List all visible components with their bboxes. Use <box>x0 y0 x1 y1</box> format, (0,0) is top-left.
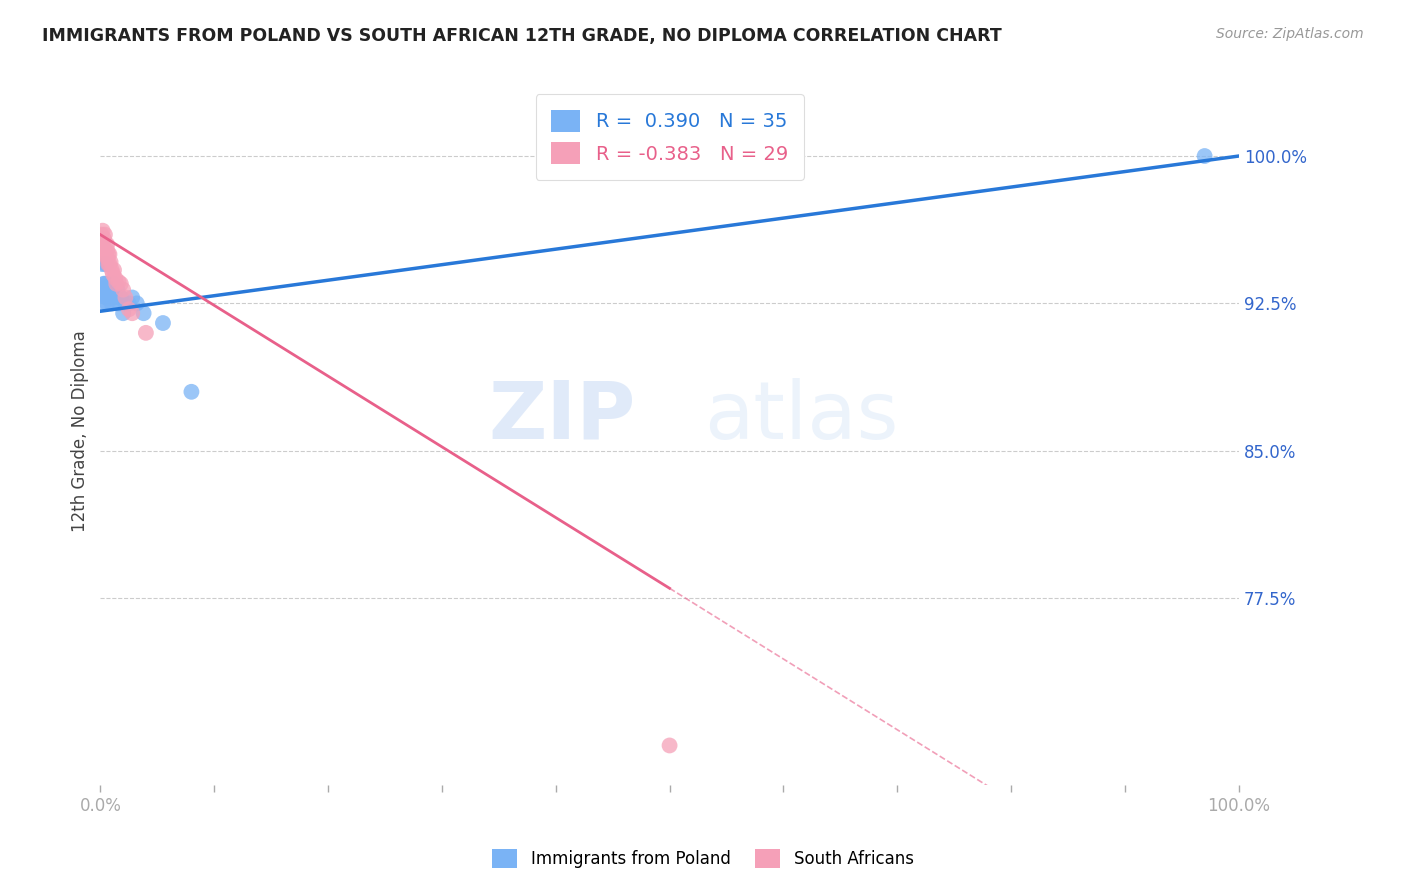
Point <box>97 247 120 261</box>
Point <box>96 277 118 291</box>
Point <box>96 251 118 265</box>
Point <box>104 286 127 301</box>
Point <box>94 280 117 294</box>
Point <box>93 296 115 310</box>
Point <box>96 244 118 258</box>
Point <box>94 277 117 291</box>
Point <box>110 277 132 291</box>
Point <box>121 306 143 320</box>
Point <box>91 224 114 238</box>
Point <box>100 296 122 310</box>
Point <box>94 227 117 242</box>
Text: Source: ZipAtlas.com: Source: ZipAtlas.com <box>1216 27 1364 41</box>
Point <box>94 257 117 271</box>
Point <box>118 302 141 317</box>
Point <box>97 257 120 271</box>
Point <box>91 237 114 252</box>
Point <box>104 270 127 285</box>
Point <box>94 244 117 258</box>
Point <box>96 237 118 252</box>
Point <box>135 326 157 340</box>
Point <box>100 283 122 297</box>
Point <box>1194 149 1216 163</box>
Point <box>112 306 135 320</box>
Point <box>98 257 121 271</box>
Legend: Immigrants from Poland, South Africans: Immigrants from Poland, South Africans <box>485 842 921 875</box>
Point <box>96 296 118 310</box>
Text: ZIP: ZIP <box>488 378 636 456</box>
Point <box>94 286 117 301</box>
Point <box>90 286 112 301</box>
Point <box>107 296 129 310</box>
Text: IMMIGRANTS FROM POLAND VS SOUTH AFRICAN 12TH GRADE, NO DIPLOMA CORRELATION CHART: IMMIGRANTS FROM POLAND VS SOUTH AFRICAN … <box>42 27 1002 45</box>
Point <box>125 296 148 310</box>
Point <box>91 286 114 301</box>
Point <box>658 739 681 753</box>
Point <box>90 227 112 242</box>
Point <box>121 291 143 305</box>
Point <box>93 277 115 291</box>
Point <box>94 247 117 261</box>
Point <box>105 277 128 291</box>
Point <box>103 291 125 305</box>
Legend: R =  0.390   N = 35, R = -0.383   N = 29: R = 0.390 N = 35, R = -0.383 N = 29 <box>536 95 804 180</box>
Point <box>110 291 132 305</box>
Point <box>107 275 129 289</box>
Point <box>180 384 202 399</box>
Point <box>132 306 155 320</box>
Point <box>108 291 131 305</box>
Point <box>97 291 120 305</box>
Point <box>114 291 136 305</box>
Point <box>152 316 174 330</box>
Point <box>93 247 115 261</box>
Point <box>100 255 122 269</box>
Point <box>98 247 121 261</box>
Point <box>101 277 124 291</box>
Point <box>94 291 117 305</box>
Y-axis label: 12th Grade, No Diploma: 12th Grade, No Diploma <box>72 330 89 532</box>
Point <box>101 267 124 281</box>
Point <box>98 286 121 301</box>
Point <box>100 263 122 277</box>
Point <box>114 296 136 310</box>
Point <box>112 283 135 297</box>
Point <box>107 283 129 297</box>
Point <box>93 231 115 245</box>
Point <box>118 296 141 310</box>
Point <box>103 263 125 277</box>
Point <box>91 257 114 271</box>
Text: atlas: atlas <box>704 378 898 456</box>
Point <box>101 286 124 301</box>
Point <box>97 283 120 297</box>
Point <box>100 286 122 301</box>
